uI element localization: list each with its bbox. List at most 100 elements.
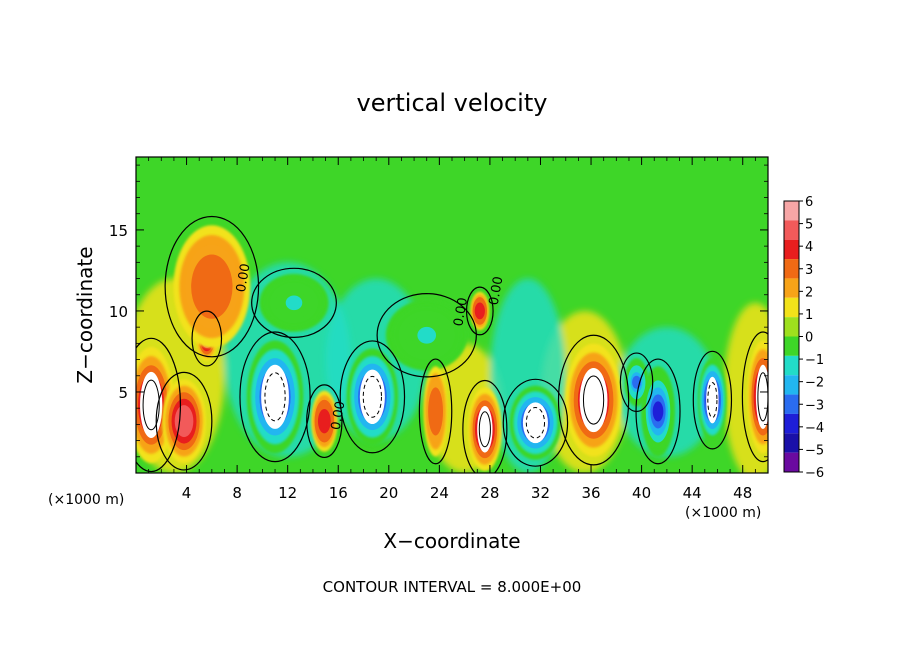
cell-ring (475, 305, 484, 317)
plot-area: 0.000.000.000.00 4 8 12 16 20 24 28 32 36 40 44 485… (109, 156, 769, 502)
cell-core (359, 369, 385, 425)
colorbar-label: 6 (805, 195, 813, 210)
x-unit-label: (×1000 m) (685, 505, 761, 521)
inner-contour (478, 411, 491, 448)
colorbar-label: −4 (805, 421, 824, 436)
downdraft-cell (698, 358, 727, 442)
colorbar-label: −1 (805, 353, 824, 368)
x-tick-label: 32 (531, 484, 550, 502)
colorbar-label: −2 (805, 376, 824, 391)
updraft-cell (565, 343, 622, 457)
zero-contour (376, 293, 477, 378)
downdraft-cell (624, 358, 649, 407)
cell-ring (285, 295, 303, 311)
downdraft-cell (259, 273, 329, 332)
zero-contour (164, 215, 260, 358)
y-tick-label: 10 (109, 303, 128, 321)
x-tick-label: 20 (379, 484, 398, 502)
colorbar-swatch (784, 201, 799, 221)
colorbar-swatch (784, 355, 799, 376)
inner-contour (707, 382, 718, 419)
colorbar-label: −6 (805, 466, 824, 481)
updraft-cell (162, 379, 206, 464)
x-tick-label: 44 (683, 484, 702, 502)
x-tick-label: 16 (329, 484, 348, 502)
zero-contour (619, 352, 654, 413)
colorbar-swatch (784, 239, 799, 260)
colorbar-swatch (784, 413, 799, 434)
colorbar-swatch (784, 375, 799, 395)
updraft-cell (173, 225, 251, 348)
cell-ring (202, 273, 221, 300)
y-axis-label: Z−coordinate (73, 246, 97, 383)
updraft-cell (747, 340, 768, 454)
x-tick-label: 8 (232, 484, 242, 502)
zero-contour (462, 379, 508, 473)
zero-contour (239, 331, 311, 463)
downdraft-cell (385, 299, 468, 371)
inner-contour (362, 375, 382, 418)
y-tick-label: 5 (118, 384, 128, 402)
zero-contour (251, 267, 337, 338)
contour-label: 0.00 (487, 275, 507, 306)
cell-ring (177, 411, 191, 431)
y-unit-label: (×1000 m) (48, 492, 124, 508)
cell-ring (652, 401, 664, 422)
contour-label: 0.00 (451, 296, 471, 327)
chart-title: vertical velocity (357, 89, 548, 117)
downdraft-cell (641, 366, 675, 457)
zero-contour (155, 371, 213, 471)
zero-contour (136, 337, 182, 473)
colorbar-swatch (784, 317, 799, 337)
colorbar-swatch (784, 452, 799, 472)
colorbar-swatch (784, 433, 799, 453)
colorbar-swatch (784, 297, 799, 318)
zero-contour (557, 334, 630, 466)
x-axis-label: X−coordinate (383, 529, 520, 553)
updraft-cell (423, 366, 448, 457)
updraft-cell (470, 291, 490, 331)
x-tick-label: 28 (480, 484, 499, 502)
colorbar-swatch (784, 336, 799, 356)
colorbar-swatch (784, 220, 799, 240)
cell-ring (431, 401, 441, 422)
zero-contour (339, 340, 406, 454)
x-tick-label: 40 (632, 484, 651, 502)
x-tick-label: 24 (430, 484, 449, 502)
zero-contour (418, 358, 453, 465)
colorbar-label: −5 (805, 443, 824, 458)
cell-core (579, 367, 608, 433)
inner-contour (264, 372, 286, 422)
contour-interval-text: CONTOUR INTERVAL = 8.000E+00 (323, 578, 582, 596)
contour-lines (136, 215, 768, 473)
x-tick-label: 36 (581, 484, 600, 502)
zero-contour (306, 384, 343, 459)
y-tick-label: 15 (109, 222, 128, 240)
inner-contour (525, 406, 546, 439)
colorbar-label: 4 (805, 240, 813, 255)
x-tick-label: 12 (278, 484, 297, 502)
downdraft-cell (509, 385, 562, 460)
contour-labels: 0.00 0.00 0.00 0.00 (234, 262, 507, 431)
colorbar-label: 0 (805, 331, 813, 346)
downdraft-cell (246, 340, 304, 454)
x-tick-label: 4 (182, 484, 192, 502)
cell-core (261, 364, 289, 429)
updraft-cell (467, 387, 502, 472)
colorbar-label: 3 (805, 263, 813, 278)
x-tick-label: 48 (733, 484, 752, 502)
contour-label: 0.00 (329, 400, 349, 431)
updraft-cell (311, 390, 338, 452)
zero-contour (741, 331, 768, 463)
colorbar-label: 5 (805, 218, 813, 233)
colorbar: 6 5 4 3 2 1 0 −1 −2 −3 −4 −5 −6 (783, 195, 824, 481)
colorbar-swatch (784, 278, 799, 298)
cell-ring (319, 413, 330, 429)
inner-contour (582, 375, 605, 425)
zero-contour (692, 350, 733, 450)
colorbar-label: 2 (805, 285, 813, 300)
colorbar-swatch (784, 394, 799, 414)
contour-label: 0.00 (234, 262, 254, 293)
